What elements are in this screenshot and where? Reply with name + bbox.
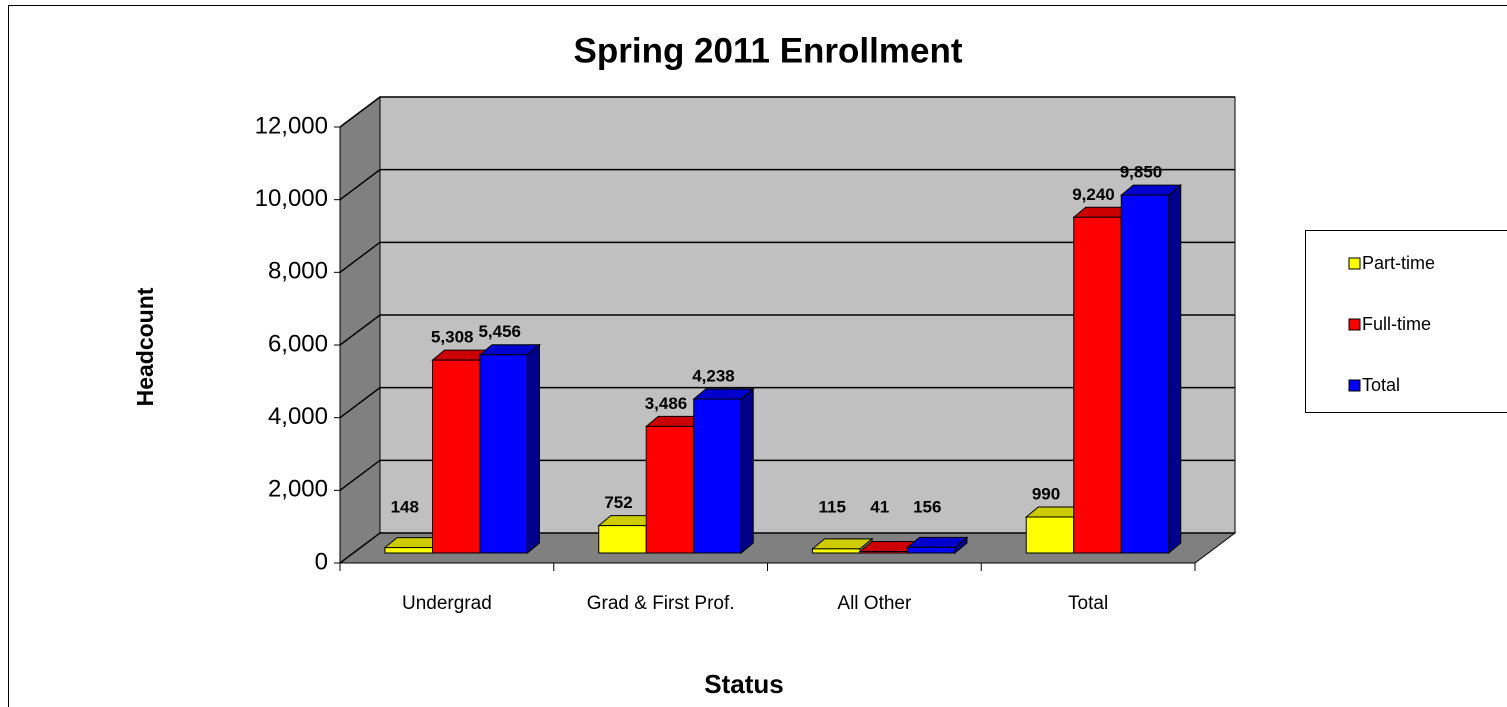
data-label: 4,238: [692, 367, 735, 386]
bar-front: [432, 359, 481, 554]
x-tick-label: Grad & First Prof.: [586, 593, 735, 614]
bar-front: [1120, 194, 1170, 554]
data-label: 115: [819, 497, 846, 516]
grid-line: [339, 386, 1235, 419]
bar: [1119, 184, 1183, 555]
legend-box: [1305, 230, 1507, 413]
chart-frame: [8, 5, 1507, 707]
data-label: 148: [391, 497, 419, 516]
y-tick-label: 4,000: [268, 403, 328, 430]
grid-line: [339, 314, 1235, 346]
bar-front: [693, 398, 742, 554]
x-tick-label: All Other: [837, 593, 912, 614]
bar-front: [598, 525, 647, 554]
bar-front: [1073, 216, 1122, 554]
data-label: 9,850: [1120, 163, 1163, 182]
data-label: 41: [870, 497, 889, 516]
bar-front: [479, 354, 528, 554]
legend-label: Total: [1362, 375, 1400, 395]
bar-side: [740, 387, 754, 555]
chart-title: Spring 2011 Enrollment: [574, 31, 963, 70]
grid-line: [339, 532, 1235, 564]
x-tick-label: Total: [1068, 593, 1109, 614]
bar: [692, 387, 755, 555]
grid-line: [339, 96, 1235, 128]
data-label: 5,308: [431, 328, 474, 347]
bar-front: [384, 547, 433, 554]
x-tick-label: Undergrad: [401, 593, 492, 614]
y-axis-title: Headcount: [132, 287, 158, 406]
bar-front: [812, 548, 861, 554]
bar-front: [859, 551, 908, 554]
y-tick-label: 10,000: [255, 185, 328, 212]
legend-swatch: [1348, 257, 1361, 270]
data-label: 9,240: [1072, 185, 1115, 204]
data-label: 5,456: [478, 322, 521, 341]
bar: [906, 536, 969, 555]
bar-front: [645, 425, 695, 554]
grid-line: [339, 459, 1235, 491]
data-label: 156: [913, 497, 941, 516]
bar-front: [907, 546, 956, 554]
bar-front: [1025, 516, 1075, 554]
y-tick-label: 8,000: [268, 258, 328, 285]
data-label: 990: [1032, 485, 1060, 504]
bar: [478, 343, 541, 555]
legend-label: Part-time: [1362, 253, 1435, 273]
grid-line: [339, 241, 1235, 273]
grid-line: [339, 168, 1235, 201]
y-tick-label: 2,000: [268, 476, 328, 503]
y-tick-label: 0: [315, 548, 328, 575]
bar-side: [527, 343, 540, 555]
y-tick-label: 12,000: [255, 112, 328, 139]
legend-swatch: [1348, 379, 1361, 392]
data-label: 3,486: [645, 394, 688, 413]
y-tick-label: 6,000: [268, 330, 328, 357]
x-axis-title: Status: [704, 669, 783, 699]
legend-label: Full-time: [1362, 314, 1431, 334]
bar-side: [1168, 184, 1182, 555]
legend-swatch: [1348, 318, 1361, 331]
data-label: 752: [604, 493, 632, 512]
